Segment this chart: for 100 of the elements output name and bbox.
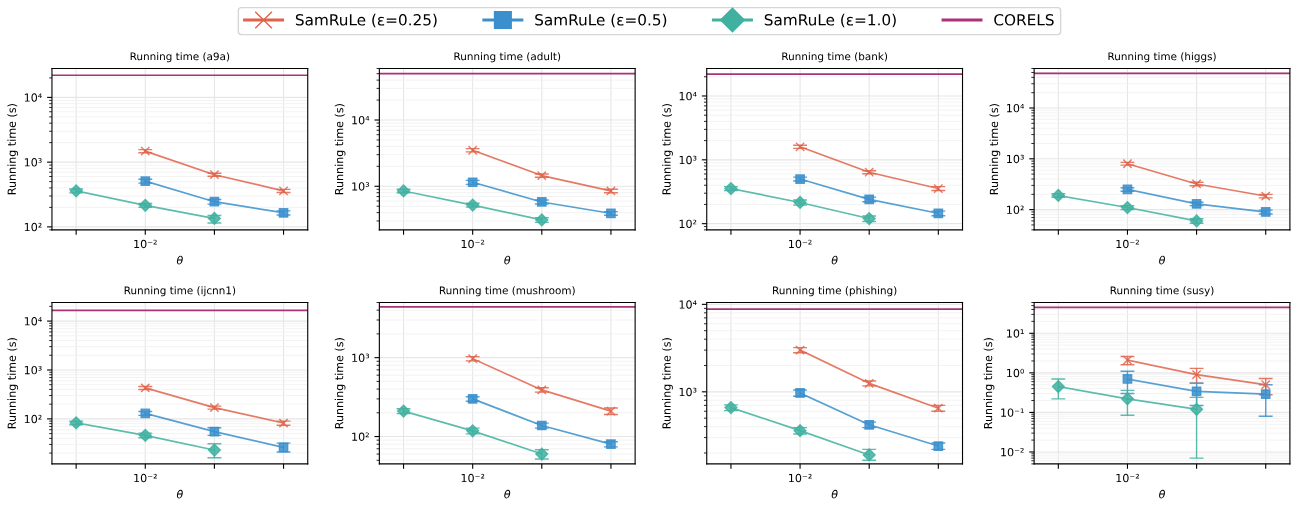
point: [1051, 379, 1065, 394]
x-axis-title: θ: [504, 255, 511, 265]
chart-title: Running time (higgs): [1108, 52, 1216, 63]
y-tick-label: 10²: [1007, 205, 1024, 215]
point: [69, 416, 83, 430]
point: [795, 141, 805, 152]
point: [1191, 198, 1202, 209]
x-tick-label: 10⁻²: [789, 239, 812, 249]
point: [1260, 379, 1271, 390]
point: [467, 353, 478, 364]
point: [795, 174, 805, 184]
y-tick-label: 10⁴: [24, 317, 42, 326]
point: [466, 198, 480, 212]
chart-title: Running time (a9a): [130, 52, 230, 63]
y-tick-label: 10²: [24, 414, 42, 424]
point: [1120, 200, 1135, 215]
y-tick-label: 10⁻¹: [1001, 408, 1024, 417]
point: [1260, 207, 1271, 217]
point: [1122, 158, 1133, 169]
point: [933, 208, 944, 219]
x-tick-label: 10⁻²: [789, 473, 812, 483]
point: [467, 394, 478, 404]
point: [724, 401, 738, 415]
point: [138, 428, 152, 442]
point: [1051, 188, 1065, 203]
x-tick-label: 10⁻²: [461, 473, 485, 483]
x-axis-title: θ: [831, 489, 838, 499]
chart-title: Running time (susy): [1110, 286, 1214, 297]
point: [606, 208, 616, 219]
point: [864, 194, 875, 205]
y-axis-title: Running time (s): [662, 338, 673, 429]
legend-label: SamRuLe (ε=1.0): [764, 13, 896, 28]
point: [140, 176, 151, 186]
y-axis-title: Running time (s): [7, 338, 19, 429]
y-tick-label: 10⁴: [24, 93, 42, 102]
chart-title: Running time (bank): [782, 52, 888, 63]
point: [140, 146, 151, 156]
point: [536, 197, 547, 207]
point: [396, 184, 411, 198]
x-tick-label: 10⁻²: [461, 239, 485, 249]
x-axis-title: θ: [1159, 489, 1165, 499]
point: [1191, 369, 1202, 380]
point: [278, 207, 289, 218]
chart-title: Running time (mushroom): [439, 286, 575, 297]
point: [467, 145, 478, 156]
point: [793, 195, 807, 210]
y-tick-label: 10³: [24, 158, 42, 167]
point: [138, 198, 152, 212]
y-tick-label: 10³: [352, 182, 370, 191]
y-tick-label: 10⁴: [352, 115, 370, 125]
point: [140, 408, 151, 419]
y-tick-label: 10³: [24, 365, 42, 375]
x-tick-label: 10⁻²: [134, 239, 157, 249]
chart-title: Running time (ijcnn1): [124, 286, 236, 297]
point: [69, 184, 83, 198]
y-tick-label: 10¹: [1007, 329, 1024, 338]
point: [1260, 389, 1271, 399]
y-tick-label: 10⁰: [1007, 368, 1025, 378]
point: [933, 183, 944, 194]
legend-label: CORELS: [994, 14, 1054, 26]
point: [467, 177, 478, 188]
y-tick-label: 10⁴: [1007, 103, 1025, 113]
y-axis-title: Running time (s): [334, 338, 346, 429]
point: [535, 213, 549, 227]
x-tick-label: 10⁻²: [1116, 473, 1139, 483]
y-axis-title: Running time (s): [334, 104, 346, 195]
y-axis-title: Running time (s): [983, 338, 995, 429]
x-axis-title: θ: [504, 489, 511, 499]
y-axis-title: Running time (s): [662, 104, 673, 195]
x-axis-title: θ: [176, 489, 183, 499]
point: [1189, 402, 1204, 416]
x-tick-label: 10⁻²: [1116, 239, 1139, 249]
legend-label: SamRuLe (ε=0.5): [535, 13, 667, 28]
point: [1122, 374, 1133, 384]
y-tick-label: 10⁴: [679, 91, 697, 101]
y-tick-label: 10³: [679, 155, 697, 165]
point: [1122, 184, 1133, 195]
point: [1120, 392, 1135, 406]
y-tick-label: 10⁴: [679, 300, 697, 309]
y-tick-label: 10³: [1007, 154, 1024, 164]
y-tick-label: 10²: [679, 219, 697, 229]
x-tick-label: 10⁻²: [134, 473, 157, 483]
point: [1189, 214, 1204, 228]
y-tick-label: 10³: [679, 387, 697, 397]
y-axis-title: Running time (s): [7, 104, 19, 195]
y-tick-label: 10²: [352, 432, 369, 441]
y-tick-label: 10⁻²: [1001, 447, 1024, 457]
point: [1260, 191, 1271, 201]
point: [466, 424, 480, 438]
y-tick-label: 10³: [352, 353, 370, 363]
x-axis-title: θ: [1159, 255, 1165, 265]
point: [606, 439, 616, 450]
point: [140, 383, 151, 393]
y-tick-label: 10²: [24, 222, 42, 232]
point: [793, 424, 807, 438]
chart-title: Running time (phishing): [773, 286, 897, 297]
point: [278, 418, 289, 428]
point: [396, 404, 411, 418]
point: [864, 167, 875, 178]
x-axis-title: θ: [831, 255, 838, 265]
